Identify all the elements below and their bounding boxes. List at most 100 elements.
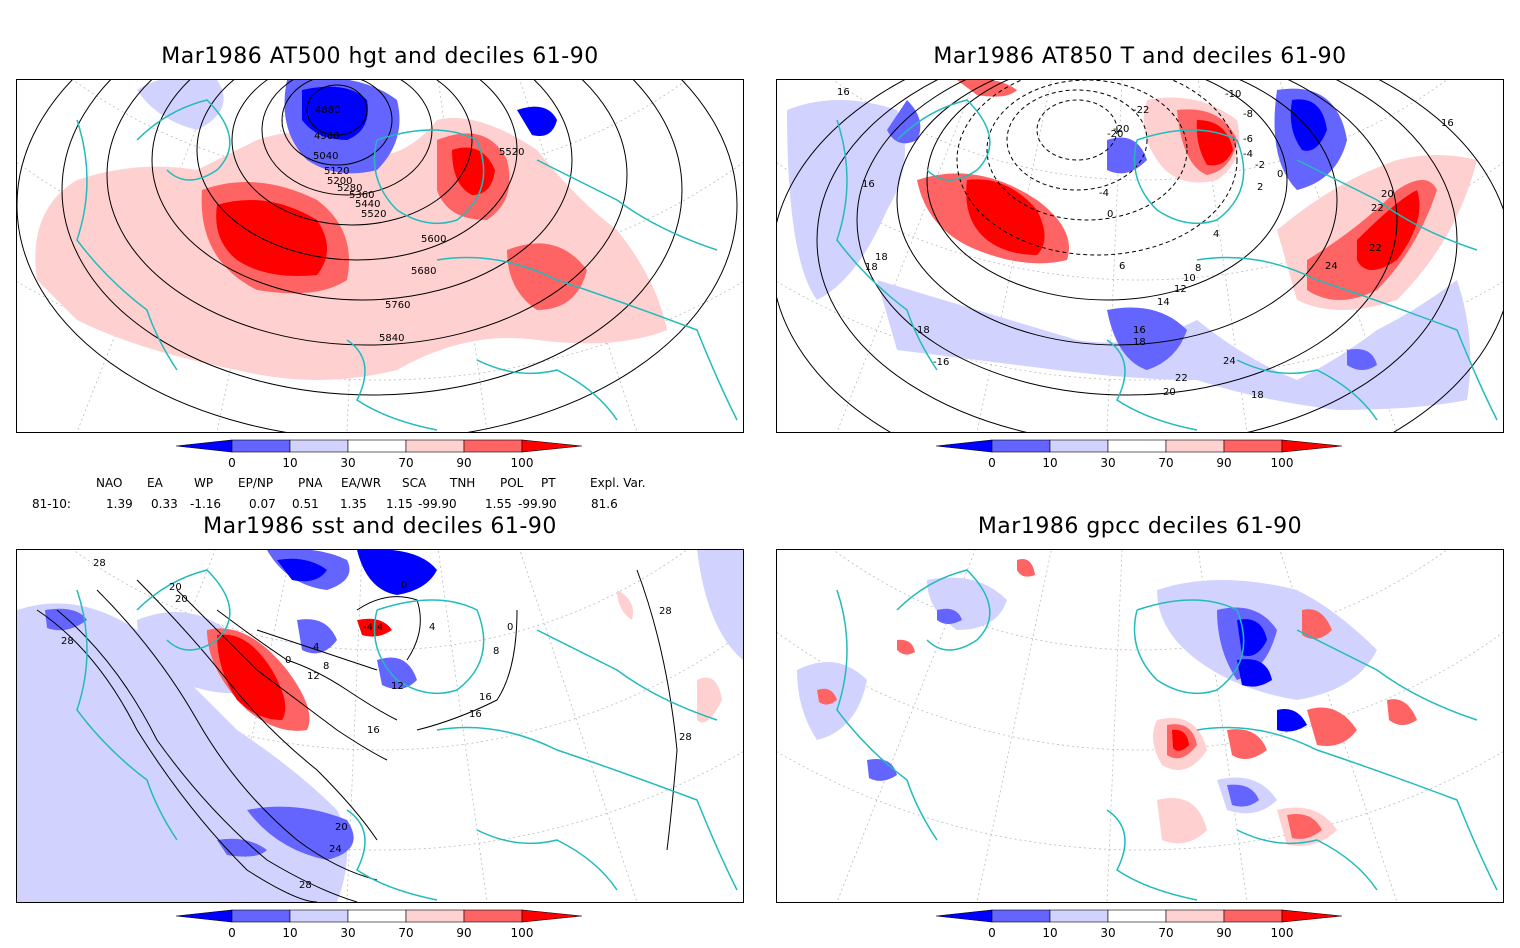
contour-label: 18 bbox=[917, 325, 930, 336]
colorbar-segment bbox=[463, 909, 523, 923]
map-t850: 16 16 18 18 -10 -8 -6 -4 -2 0 2 4 6 8 10… bbox=[776, 79, 1504, 433]
colorbar-segment bbox=[521, 439, 583, 453]
contour-label: -4 bbox=[1099, 188, 1109, 199]
coastlines bbox=[836, 99, 1498, 431]
contour-label: 5280 bbox=[337, 183, 362, 194]
contour-label: 5840 bbox=[379, 333, 404, 344]
colorbar-tick: 10 bbox=[1042, 926, 1057, 940]
contour-label: -16 bbox=[933, 357, 949, 368]
colorbar-segment bbox=[175, 439, 233, 453]
contour-label: 0 bbox=[1107, 209, 1113, 220]
colorbar-tick: 0 bbox=[228, 926, 236, 940]
colorbar-segment bbox=[1107, 909, 1167, 923]
contour-label: 28 bbox=[93, 558, 106, 569]
colorbar-segment bbox=[991, 439, 1051, 453]
colorbar-tick: 100 bbox=[1271, 456, 1294, 470]
colorbar-segment bbox=[1223, 439, 1283, 453]
index-value: 0.51 bbox=[292, 497, 319, 511]
index-value: -1.16 bbox=[190, 497, 222, 511]
contour-label: 28 bbox=[61, 636, 74, 647]
contour-label: -10 bbox=[1225, 89, 1241, 100]
index-header: EP/NP bbox=[238, 476, 274, 490]
colorbar-segment bbox=[1165, 439, 1225, 453]
colorbar-segment bbox=[463, 439, 523, 453]
colorbar-tick: 70 bbox=[1158, 926, 1173, 940]
contour-label: 5600 bbox=[421, 234, 446, 245]
map-gpcc bbox=[776, 549, 1504, 903]
contour-label: 16 bbox=[479, 692, 492, 703]
index-value: 0.33 bbox=[151, 497, 178, 511]
colorbar-tick: 90 bbox=[456, 456, 471, 470]
colorbar-t850: 0 10 30 70 90 100 bbox=[934, 438, 1354, 478]
contour-label: 16 bbox=[367, 725, 380, 736]
colorbar-segment bbox=[289, 909, 349, 923]
colorbar-segment bbox=[347, 439, 407, 453]
contour-label: 22 bbox=[1175, 373, 1188, 384]
deciles-shading bbox=[35, 80, 668, 380]
index-header: EA bbox=[147, 476, 163, 490]
contour-label: -8 bbox=[1243, 109, 1253, 120]
sst-contours bbox=[36, 569, 678, 902]
colorbar-tick: 0 bbox=[988, 456, 996, 470]
contour-label: 20 bbox=[335, 822, 348, 833]
latlon-grid bbox=[777, 550, 1503, 902]
colorbar-segment bbox=[1281, 909, 1343, 923]
contour-label: 5680 bbox=[411, 266, 436, 277]
index-header: WP bbox=[194, 476, 214, 490]
colorbar-tick: 90 bbox=[1216, 926, 1231, 940]
colorbar-tick: 70 bbox=[398, 456, 413, 470]
contour-label: 4 bbox=[377, 622, 383, 633]
contour-label: 16 bbox=[1441, 118, 1454, 129]
index-header: SCA bbox=[402, 476, 427, 490]
contour-label: 16 bbox=[837, 87, 850, 98]
colorbar-segment bbox=[231, 439, 291, 453]
colorbar-tick: 10 bbox=[282, 926, 297, 940]
contour-label: 18 bbox=[1251, 390, 1264, 401]
contour-label: 8 bbox=[1195, 263, 1201, 274]
colorbar-segment bbox=[1049, 909, 1109, 923]
colorbar-segment bbox=[1165, 909, 1225, 923]
temperature-contours bbox=[777, 80, 1503, 432]
contour-label: 18 bbox=[875, 252, 888, 263]
contour-label: 4 bbox=[313, 642, 319, 653]
contour-label: -22 bbox=[1133, 105, 1149, 116]
index-value: 1.35 bbox=[340, 497, 367, 511]
colorbar-tick: 100 bbox=[1271, 926, 1294, 940]
coastlines bbox=[76, 569, 738, 901]
index-row-label: 81-10: bbox=[32, 497, 71, 511]
contour-label: -20 bbox=[1107, 129, 1123, 140]
contour-label: 16 bbox=[1133, 325, 1146, 336]
colorbar-tick: 90 bbox=[456, 926, 471, 940]
colorbar-tick: 100 bbox=[511, 456, 534, 470]
contour-label: 5200 bbox=[327, 176, 352, 187]
contour-labels: 4880 4960 5040 5120 5200 5280 5360 5440 … bbox=[313, 105, 524, 344]
contour-label: 20 bbox=[1381, 189, 1394, 200]
colorbar-segment bbox=[1223, 909, 1283, 923]
colorbar-tick: 70 bbox=[1158, 456, 1173, 470]
contour-label: 0 bbox=[1277, 169, 1283, 180]
contour-label: 12 bbox=[1174, 284, 1187, 295]
panel-title-sst: Mar1986 sst and deciles 61-90 bbox=[203, 514, 557, 539]
contour-label: 5760 bbox=[385, 300, 410, 311]
contour-label: -4 bbox=[363, 622, 373, 633]
contour-label: 28 bbox=[679, 732, 692, 743]
map-hgt500: 4880 4960 5040 5120 5200 5280 5360 5440 … bbox=[16, 79, 744, 433]
colorbar-tick: 10 bbox=[282, 456, 297, 470]
colorbar-tick: 10 bbox=[1042, 456, 1057, 470]
contour-label: 18 bbox=[865, 262, 878, 273]
contour-label: 12 bbox=[307, 671, 320, 682]
colorbar-gpcc: 0 10 30 70 90 100 bbox=[934, 908, 1354, 948]
deciles-shading bbox=[17, 550, 743, 902]
contour-label: 4960 bbox=[314, 131, 339, 142]
colorbar-segment bbox=[405, 439, 465, 453]
colorbar-tick: 30 bbox=[1100, 456, 1115, 470]
index-header: EA/WR bbox=[341, 476, 382, 490]
colorbar-tick: 30 bbox=[1100, 926, 1115, 940]
colorbar-segment bbox=[1107, 439, 1167, 453]
panel-title-t850: Mar1986 AT850 T and deciles 61-90 bbox=[933, 44, 1347, 69]
colorbar-tick: 90 bbox=[1216, 456, 1231, 470]
contour-label: 16 bbox=[862, 179, 875, 190]
colorbar-hgt500: 0 10 30 70 90 100 bbox=[174, 438, 594, 478]
height-contours bbox=[17, 80, 738, 432]
contour-label: -20 bbox=[1113, 124, 1129, 135]
